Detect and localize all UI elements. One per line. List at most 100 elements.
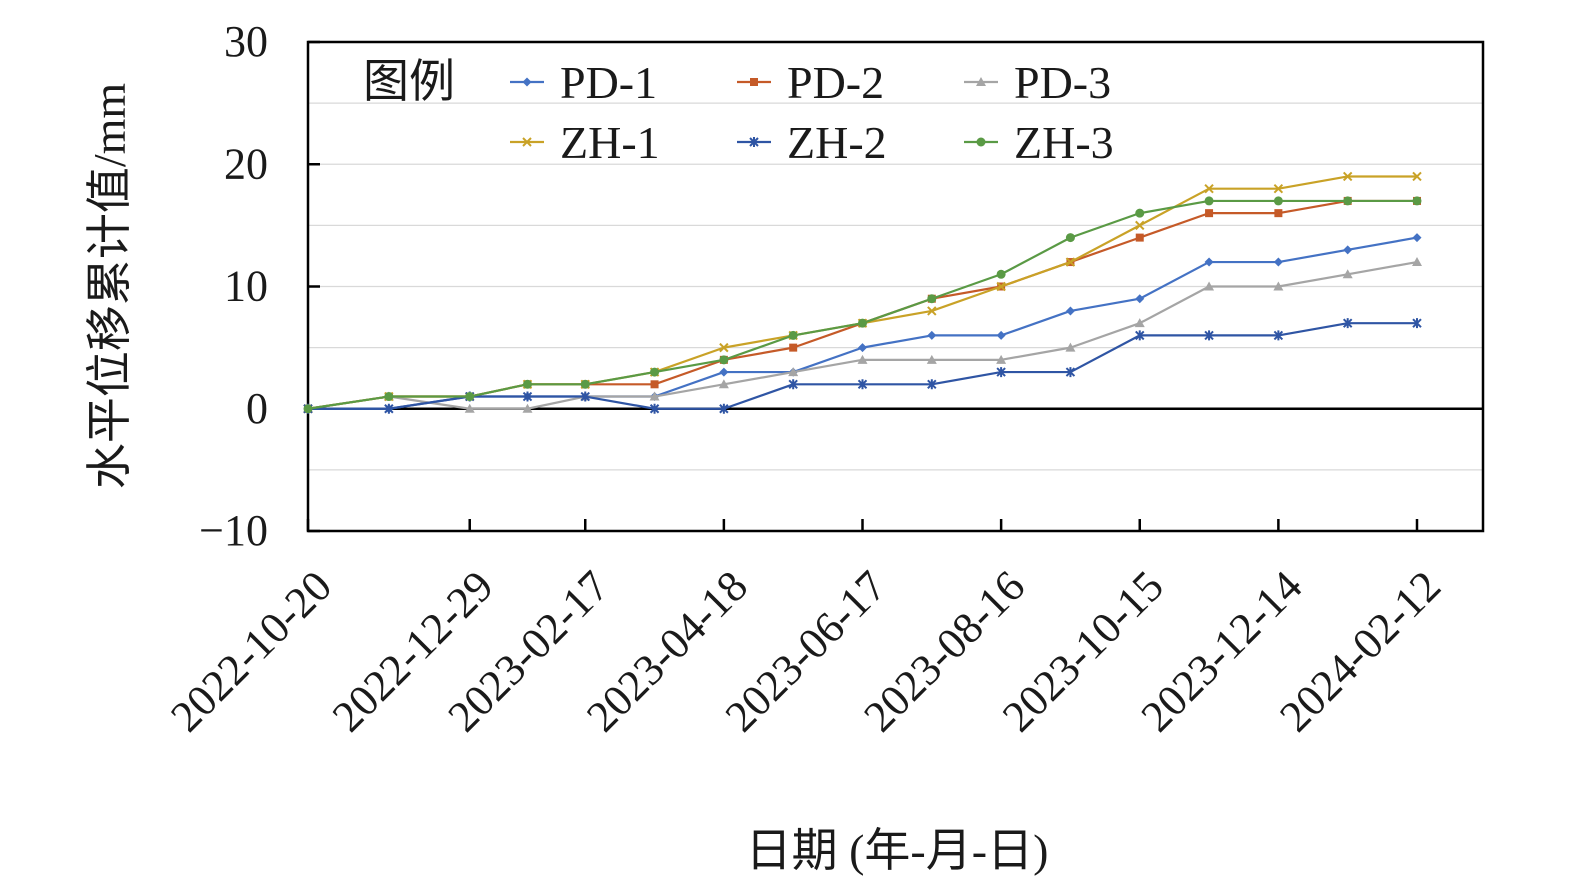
data-point (649, 391, 660, 401)
data-point (522, 391, 533, 402)
data-point (788, 367, 799, 377)
series-line (307, 199, 1417, 410)
y-tick-label: 30 (224, 17, 268, 66)
data-point (1273, 257, 1283, 267)
data-point (1065, 342, 1076, 352)
legend: 图例 PD-1 PD-2 PD-3 ZH-1 ZH-2 ZH-3 (363, 56, 1114, 168)
data-point (858, 318, 867, 328)
data-point (926, 354, 937, 364)
data-point (384, 392, 394, 402)
data-point (996, 354, 1007, 364)
x-tick-label: 2022-10-20 (161, 561, 341, 741)
data-point (522, 137, 532, 147)
y-tick-label: 10 (224, 262, 268, 311)
gridlines (308, 102, 1483, 471)
y-tick-label: 0 (246, 384, 268, 433)
legend-item: PD-1 (510, 57, 657, 108)
data-point (1204, 330, 1214, 341)
data-point (1273, 281, 1284, 291)
y-axis-title: 水平位移累计值/mm (84, 83, 135, 490)
data-point (1412, 233, 1422, 243)
data-point (858, 343, 867, 353)
data-point (1343, 196, 1353, 206)
data-point (650, 367, 660, 377)
data-point (719, 355, 729, 365)
data-point (1135, 233, 1144, 242)
data-point (927, 294, 937, 304)
legend-item: PD-2 (737, 57, 884, 108)
series-line (307, 175, 1417, 410)
data-point (857, 379, 868, 390)
data-point (976, 77, 986, 86)
data-point (719, 342, 729, 353)
data-point (927, 379, 937, 390)
data-point (1135, 294, 1145, 304)
data-point (750, 78, 758, 86)
data-point (1273, 196, 1283, 206)
data-point (1065, 233, 1075, 243)
data-point (649, 403, 660, 414)
data-point (465, 392, 475, 402)
legend-item: ZH-2 (737, 117, 887, 168)
data-point (1204, 281, 1215, 291)
data-point (1273, 330, 1284, 341)
data-point (1343, 245, 1353, 255)
series-zh-3 (303, 196, 1422, 414)
data-point (1204, 257, 1214, 267)
data-point (976, 137, 986, 147)
legend-label: ZH-1 (560, 117, 660, 168)
data-point (788, 330, 798, 340)
data-point (788, 379, 798, 390)
legend-item: PD-3 (964, 57, 1111, 108)
data-point (996, 367, 1006, 378)
series-group (303, 171, 1422, 414)
data-point (1274, 209, 1283, 218)
legend-item: ZH-1 (510, 117, 660, 168)
data-point (1342, 318, 1353, 329)
data-point (1065, 306, 1075, 316)
data-point (580, 391, 590, 402)
data-point (1204, 183, 1214, 194)
data-point (1135, 330, 1145, 341)
data-point (749, 137, 759, 147)
data-point (303, 404, 313, 414)
data-point (996, 281, 1006, 292)
data-point (1135, 208, 1145, 218)
data-point (927, 330, 937, 340)
data-point (719, 367, 729, 377)
data-point (1135, 220, 1145, 231)
legend-label: PD-3 (1014, 57, 1111, 108)
legend-label: PD-1 (560, 57, 657, 108)
data-point (1342, 269, 1353, 279)
data-point (857, 354, 868, 364)
data-point (522, 379, 532, 389)
data-point (580, 379, 590, 389)
data-point (1273, 183, 1284, 194)
data-point (1342, 171, 1353, 182)
series-zh-1 (303, 171, 1422, 414)
data-point (1205, 209, 1214, 218)
data-point (1412, 318, 1422, 329)
x-axis-title: 日期 (年-月-日) (746, 825, 1049, 876)
data-point (1204, 196, 1214, 206)
legend-label: ZH-2 (787, 117, 887, 168)
data-point (1065, 367, 1076, 378)
data-point (1065, 257, 1076, 267)
data-point (1412, 196, 1422, 206)
legend-title: 图例 (363, 56, 455, 107)
data-point (522, 403, 533, 413)
data-point (1412, 257, 1422, 267)
data-point (1412, 171, 1422, 182)
legend-item: ZH-3 (964, 117, 1114, 168)
data-point (522, 77, 532, 87)
legend-label: ZH-3 (1014, 117, 1114, 168)
data-point (650, 380, 659, 389)
data-point (996, 269, 1006, 279)
data-point (927, 306, 937, 316)
y-tick-label: −10 (199, 506, 268, 555)
data-point (1134, 318, 1145, 328)
series-zh-2 (303, 318, 1422, 414)
data-point (996, 330, 1006, 340)
y-tick-label: 20 (224, 139, 268, 188)
data-point (789, 343, 798, 352)
